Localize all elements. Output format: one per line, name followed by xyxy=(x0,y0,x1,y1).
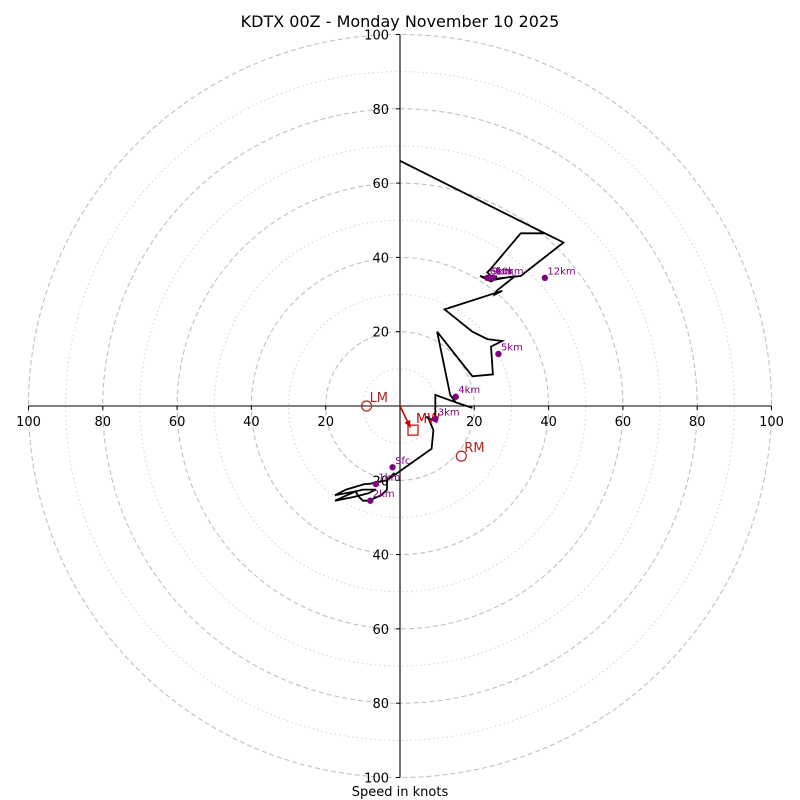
height-marker-label: 4km xyxy=(458,385,480,396)
y-tick-label: 80 xyxy=(372,103,389,118)
height-marker-label: 12km xyxy=(547,266,575,277)
height-marker-5km xyxy=(495,350,502,358)
chart-title: KDTX 00Z - Monday November 10 2025 xyxy=(241,12,560,31)
x-tick-label: 100 xyxy=(759,415,784,430)
height-marker-label: 10km xyxy=(495,266,523,277)
mean-wind-label: MW xyxy=(416,412,440,427)
height-marker-12km xyxy=(541,274,549,282)
mean-wind-marker xyxy=(407,424,419,436)
y-tick-label: 40 xyxy=(372,549,389,564)
hodograph-trace-line xyxy=(334,159,566,502)
wind-trace xyxy=(334,159,566,502)
y-tick-label: 60 xyxy=(372,177,389,192)
height-marker-label: 5km xyxy=(501,342,523,353)
x-tick-label: 60 xyxy=(615,415,632,430)
left-mover-marker xyxy=(360,400,373,412)
height-marker-Sfc xyxy=(389,464,396,471)
height-marker-label: 6km xyxy=(490,266,512,277)
height-marker-label: 9km xyxy=(492,266,514,277)
x-tick-label: 40 xyxy=(243,415,260,430)
y-tick-label: 40 xyxy=(372,251,389,266)
x-tick-label: 80 xyxy=(95,415,112,430)
height-marker-4km xyxy=(452,393,459,400)
x-tick-label: 60 xyxy=(169,415,186,430)
x-tick-label: 80 xyxy=(689,415,706,430)
tick-labels: 100 80 60 40 20 20 40 60 80 100100806040202040608… xyxy=(16,29,784,787)
y-tick-label: 100 xyxy=(364,29,389,44)
x-axis-label: Speed in knots xyxy=(352,785,449,800)
height-marker-2km xyxy=(367,497,374,504)
height-marker-10km xyxy=(489,274,497,282)
x-tick-label: 100 xyxy=(16,415,41,430)
right-mover-label: RM xyxy=(464,441,484,456)
y-tick-label: 60 xyxy=(372,623,389,638)
storm-motions: MW LM RM xyxy=(360,391,485,462)
height-marker-label: Sfc xyxy=(395,456,410,467)
y-tick-label: 100 xyxy=(364,772,389,787)
x-tick-label: 40 xyxy=(540,415,557,430)
height-marker-label: 3km xyxy=(438,408,460,419)
y-tick-label: 80 xyxy=(372,697,389,712)
height-marker-3km xyxy=(432,415,439,423)
height-marker-1km xyxy=(372,480,380,488)
height-marker-label: 2km xyxy=(373,489,395,500)
y-tick-label: 20 xyxy=(372,326,389,341)
height-marker-label: 1km xyxy=(378,473,400,484)
x-tick-label: 20 xyxy=(317,415,334,430)
right-mover-marker xyxy=(455,450,467,462)
left-mover-label: LM xyxy=(370,391,388,406)
x-tick-label: 20 xyxy=(466,415,483,430)
